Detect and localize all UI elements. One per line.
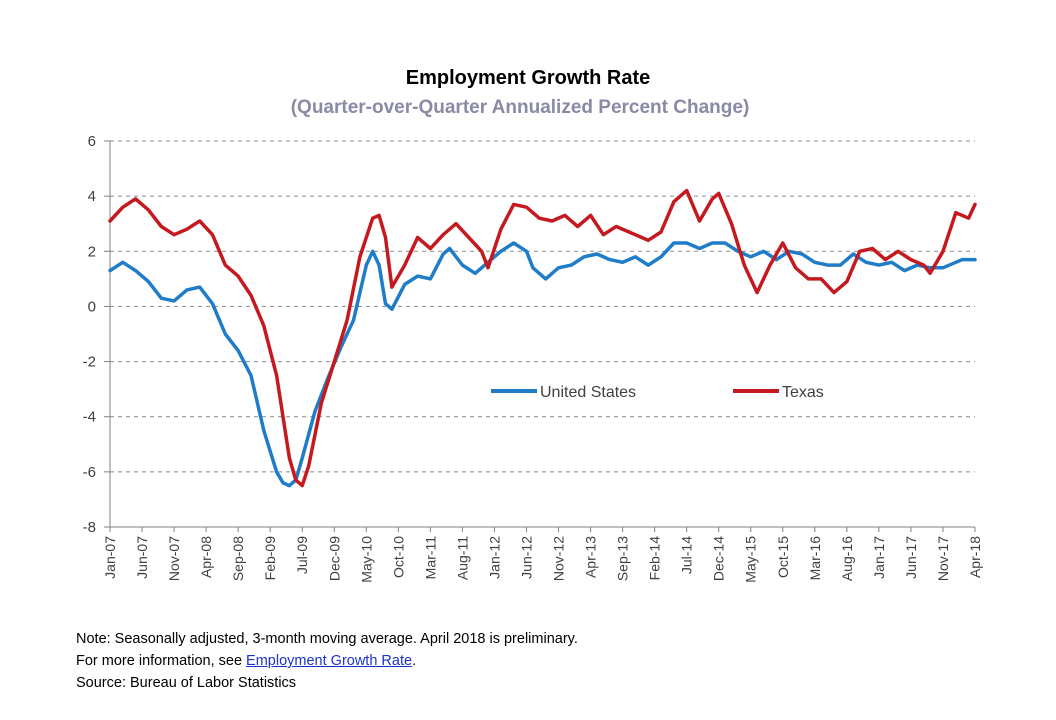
x-tick-label: Dec-09 [326,536,342,581]
x-tick-label: Apr-18 [967,536,983,578]
y-tick-label: -2 [83,354,96,371]
x-tick-label: May-10 [358,536,374,583]
x-tick-label: Jun-07 [134,536,150,579]
x-axis-ticks: Jan-07 Jun-07 Nov-07 Apr-08 Sep-08 Feb-09 Jul-… [102,527,983,583]
x-tick-label: Nov-12 [551,536,567,581]
y-tick-label: -8 [83,519,96,536]
x-tick-label: Jul-14 [679,536,695,574]
x-tick-label: Nov-17 [935,536,951,581]
y-tick-label: 2 [88,243,96,260]
gridlines [110,140,975,473]
y-tick-label: -4 [83,409,96,426]
source-text: Source: Bureau of Labor Statistics [76,675,297,691]
series-lines [108,188,977,488]
x-tick-label: Jun-17 [903,536,919,579]
x-tick-label: Aug-11 [454,536,470,580]
x-tick-label: Aug-16 [839,536,855,581]
x-tick-label: May-15 [743,536,759,583]
chart-title: Employment Growth Rate [406,67,650,89]
x-tick-label: Dec-14 [711,536,727,581]
legend: United States Texas [491,384,824,401]
more-info-line: For more information, see Employment Gro… [76,650,578,672]
x-tick-label: Jan-12 [486,536,502,579]
y-tick-label: 6 [88,133,96,150]
x-tick-label: Nov-07 [166,536,182,581]
chart-subtitle: (Quarter-over-Quarter Annualized Percent… [291,97,750,118]
more-info-prefix: For more information, see [76,653,247,669]
legend-label: Texas [782,384,824,401]
x-tick-label: Mar-11 [422,536,438,580]
y-tick-label: -6 [83,464,96,481]
y-tick-label: 0 [88,298,96,315]
x-tick-label: Feb-14 [647,536,663,581]
axes [109,141,975,528]
x-tick-label: Mar-16 [807,536,823,581]
note-text: Note: Seasonally adjusted, 3-month movin… [76,631,578,647]
x-tick-label: Apr-08 [198,536,214,578]
series-line-united-states [108,241,977,488]
x-tick-label: Jan-17 [871,536,887,579]
more-info-suffix: . [412,653,417,669]
x-tick-label: Feb-09 [262,536,278,581]
employment-growth-chart: Employment Growth Rate (Quarter-over-Qua… [83,67,983,583]
x-tick-label: Oct-10 [390,536,406,578]
x-tick-label: Sep-13 [615,536,631,581]
employment-growth-rate-link[interactable]: Employment Growth Rate [246,653,413,669]
x-tick-label: Oct-15 [775,536,791,578]
y-axis-ticks: 6 4 2 0 -2 -4 -6 -8 [83,133,110,536]
series-line-texas [108,188,977,488]
x-tick-label: Jun-12 [518,536,534,579]
y-tick-label: 4 [88,188,96,205]
x-tick-label: Sep-08 [230,536,246,581]
chart-notes: Note: Seasonally adjusted, 3-month movin… [76,628,578,694]
x-tick-label: Jul-09 [294,536,310,574]
x-tick-label: Jan-07 [102,536,118,579]
legend-label: United States [540,384,636,401]
x-tick-label: Apr-13 [583,536,599,578]
